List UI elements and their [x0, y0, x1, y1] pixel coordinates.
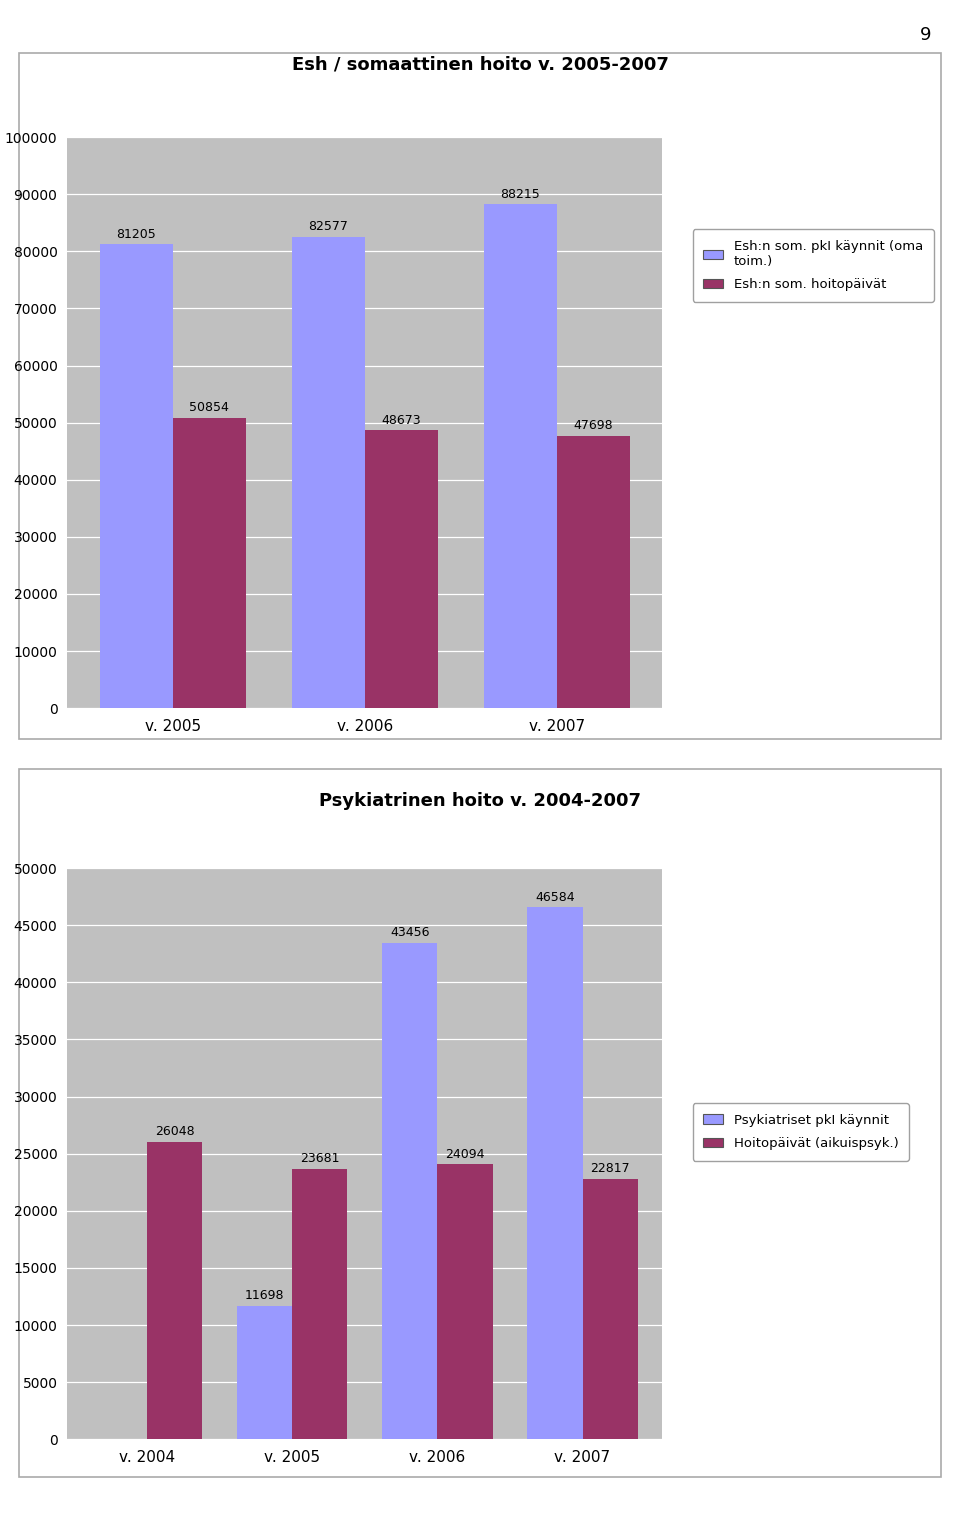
Bar [292, 236, 365, 708]
Text: 43456: 43456 [390, 926, 429, 940]
Text: 11698: 11698 [245, 1288, 284, 1302]
Bar [100, 244, 173, 708]
Text: 9: 9 [920, 26, 931, 44]
Bar [438, 1164, 492, 1439]
Text: 23681: 23681 [300, 1153, 340, 1165]
Bar [527, 908, 583, 1439]
Bar [484, 204, 557, 708]
Bar [173, 417, 246, 708]
Text: 26048: 26048 [155, 1125, 195, 1138]
Text: 48673: 48673 [381, 414, 421, 426]
Text: 82577: 82577 [308, 221, 348, 233]
Text: 47698: 47698 [573, 419, 613, 433]
Text: 24094: 24094 [445, 1148, 485, 1161]
Bar [365, 429, 438, 708]
Bar [583, 1179, 637, 1439]
Bar [292, 1168, 348, 1439]
Text: 50854: 50854 [189, 402, 229, 414]
Text: 46584: 46584 [535, 891, 575, 903]
Legend: Esh:n som. pkI käynnit (oma
toim.), Esh:n som. hoitopäivät: Esh:n som. pkI käynnit (oma toim.), Esh:… [693, 230, 933, 302]
Bar [557, 436, 630, 708]
Legend: Psykiatriset pkI käynnit, Hoitopäivät (aikuispsyk.): Psykiatriset pkI käynnit, Hoitopäivät (a… [693, 1103, 909, 1161]
Bar [382, 943, 438, 1439]
Text: 22817: 22817 [590, 1162, 630, 1176]
Text: Esh / somaattinen hoito v. 2005-2007: Esh / somaattinen hoito v. 2005-2007 [292, 55, 668, 73]
Bar [237, 1305, 292, 1439]
Bar [147, 1142, 203, 1439]
Text: 88215: 88215 [500, 187, 540, 201]
Text: 81205: 81205 [116, 228, 156, 241]
Text: Psykiatrinen hoito v. 2004-2007: Psykiatrinen hoito v. 2004-2007 [319, 792, 641, 810]
